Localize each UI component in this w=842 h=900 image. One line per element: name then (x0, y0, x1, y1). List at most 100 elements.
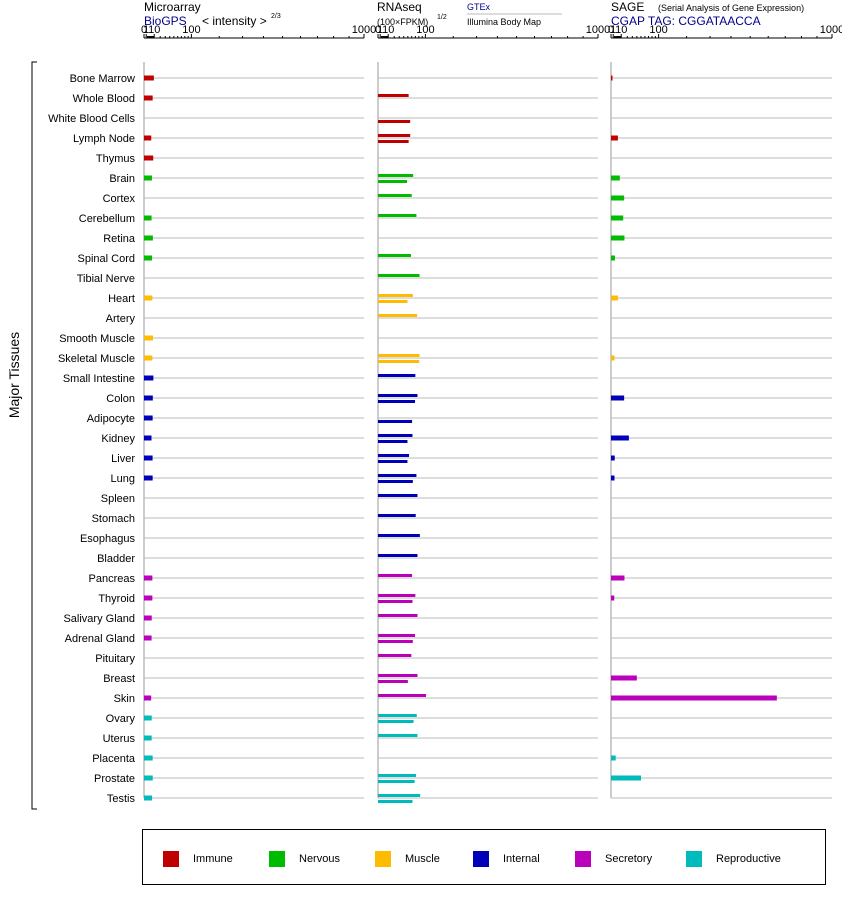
x-tick-label: 1000 (586, 24, 610, 36)
bar (144, 576, 152, 581)
tissue-label: Heart (108, 293, 135, 305)
legend-swatch (269, 851, 285, 867)
tissue-label: Skeletal Muscle (58, 353, 135, 365)
tissue-label: Small Intestine (63, 373, 135, 385)
tissue-label: Cortex (103, 193, 136, 205)
bar (611, 236, 624, 241)
legend-label: Internal (503, 853, 540, 865)
bar (378, 800, 412, 803)
bar (378, 514, 416, 517)
legend-swatch (163, 851, 179, 867)
bar (611, 456, 615, 461)
panel-sage: 0110 100 1000 (608, 24, 842, 798)
bar (378, 554, 417, 557)
bar (378, 674, 417, 677)
microarray-title: Microarray (144, 0, 201, 14)
tissue-label: Pituitary (95, 653, 135, 665)
tissue-label: Placenta (92, 753, 136, 765)
legend-item: Secretory (575, 851, 652, 867)
bar (611, 76, 613, 81)
x-tick-label: 1000 (820, 24, 842, 36)
bar (378, 394, 417, 397)
bar (611, 136, 618, 141)
bar (144, 136, 151, 141)
bar (378, 714, 417, 717)
sage-subtitle: (Serial Analysis of Gene Expression) (658, 3, 804, 13)
legend-label: Secretory (605, 853, 652, 865)
tissue-label: Lung (111, 473, 135, 485)
bar (378, 434, 412, 437)
bar (144, 336, 153, 341)
rnaseq-title: RNAseq (377, 0, 422, 14)
legend-swatch (686, 851, 702, 867)
tissue-label: Bladder (97, 553, 135, 565)
bar (144, 416, 153, 421)
bar (378, 720, 414, 723)
bar (611, 596, 614, 601)
tissue-label: Salivary Gland (63, 613, 135, 625)
bar (378, 180, 407, 183)
tissue-label: Skin (114, 693, 135, 705)
bar (144, 396, 153, 401)
bar (378, 474, 416, 477)
tissue-label: Spinal Cord (78, 253, 135, 265)
bar (144, 716, 152, 721)
tissue-label: Testis (107, 793, 136, 805)
tissue-label: Esophagus (80, 533, 136, 545)
bar (378, 774, 416, 777)
bar (611, 356, 615, 361)
bar (378, 420, 412, 423)
bar (378, 194, 412, 197)
bar (144, 376, 153, 381)
tissue-label: Thyroid (98, 593, 135, 605)
tissue-label: Thymus (96, 153, 136, 165)
bar (378, 680, 408, 683)
legend-label: Nervous (299, 853, 340, 865)
bar (144, 616, 152, 621)
bar (378, 594, 415, 597)
tissue-label: Lymph Node (73, 133, 135, 145)
legend-item: Nervous (269, 851, 340, 867)
bar (378, 574, 412, 577)
y-axis-bracket (32, 62, 37, 809)
tissue-label: Kidney (101, 433, 135, 445)
tissue-label: Cerebellum (79, 213, 135, 225)
legend-swatch (473, 851, 489, 867)
bar (611, 476, 615, 481)
bar (378, 300, 407, 303)
rnaseq-gtex-link[interactable]: GTEx (467, 2, 491, 12)
bar (144, 476, 153, 481)
bar (378, 780, 415, 783)
bar (144, 456, 153, 461)
tissue-label: Prostate (94, 773, 135, 785)
tissue-label: Whole Blood (73, 93, 135, 105)
bar (144, 436, 152, 441)
tissue-label: Bone Marrow (70, 73, 135, 85)
bar (611, 396, 624, 401)
bar (378, 460, 407, 463)
bar (144, 736, 152, 741)
microarray-unit-exponent: 2/3 (271, 13, 281, 20)
legend-item: Immune (163, 851, 233, 867)
bar (144, 776, 153, 781)
legend-item: Muscle (375, 851, 440, 867)
bar (144, 296, 152, 301)
legend-label: Reproductive (716, 853, 781, 865)
bar (378, 174, 413, 177)
bar (378, 134, 410, 137)
rnaseq-header: RNAseq (100×FPKM) 1/2 GTEx Illumina Body… (377, 0, 562, 27)
bar (144, 96, 153, 101)
bar (611, 256, 615, 261)
x-tick-label: 10 (382, 24, 394, 36)
bar (378, 314, 417, 317)
tissue-label: Brain (109, 173, 135, 185)
x-tick-label: 100 (416, 24, 434, 36)
bar (378, 640, 413, 643)
bar (378, 694, 426, 697)
bar (144, 156, 153, 161)
tissue-label: Adrenal Gland (65, 633, 135, 645)
sage-title: SAGE (611, 0, 644, 14)
bar (378, 294, 413, 297)
microarray-header: Microarray BioGPS < intensity > 2/3 (144, 0, 281, 28)
